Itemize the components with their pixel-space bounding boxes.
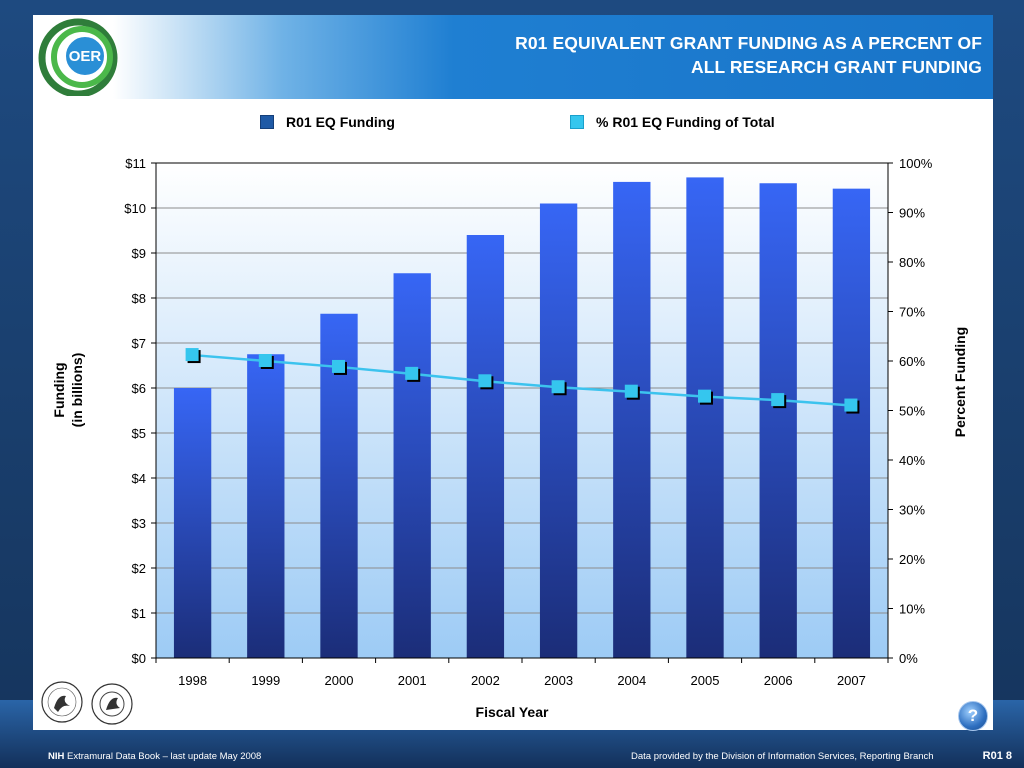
nih-seal-icon <box>91 683 133 725</box>
x-axis-label: Fiscal Year <box>475 704 549 720</box>
title-line-2: ALL RESEARCH GRANT FUNDING <box>690 57 982 77</box>
left-tick-label: $3 <box>132 516 146 531</box>
percent-line <box>192 353 852 407</box>
left-tick-label: $11 <box>125 156 146 171</box>
percent-marker <box>258 354 272 367</box>
footer-left: NIH Extramural Data Book – last update M… <box>48 751 261 762</box>
y-axis-left-label-line-2: (in billions) <box>69 352 85 428</box>
y-axis-right-label: Percent Funding <box>952 326 968 438</box>
bar-r01-funding <box>173 388 212 658</box>
x-tick-label: 2005 <box>691 673 720 688</box>
percent-marker <box>185 348 199 362</box>
left-tick-label: $6 <box>132 381 146 396</box>
hhs-nih-seals <box>41 681 133 725</box>
right-tick-label: 100% <box>899 156 933 171</box>
x-tick-label: 1998 <box>178 673 207 688</box>
chart-legend: R01 EQ Funding % R01 EQ Funding of Total <box>260 114 820 132</box>
page-title: R01 EQUIVALENT GRANT FUNDING AS A PERCEN… <box>422 31 982 79</box>
x-tick-label: 2000 <box>325 673 354 688</box>
x-tick-label: 2006 <box>764 673 793 688</box>
percent-marker <box>478 374 492 388</box>
bar-r01-funding <box>832 188 871 658</box>
y-axis-left-label-line-1: Funding <box>51 362 67 418</box>
hhs-seal-icon <box>41 681 83 723</box>
right-tick-label: 0% <box>899 651 918 666</box>
right-tick-label: 30% <box>899 503 925 518</box>
bar-r01-funding <box>539 203 578 658</box>
percent-marker <box>844 398 858 412</box>
x-tick-label: 2007 <box>837 673 866 688</box>
legend-item-line: % R01 EQ Funding of Total <box>570 114 775 130</box>
right-tick-label: 10% <box>899 602 925 617</box>
bar-r01-funding <box>393 273 431 658</box>
percent-marker <box>698 389 711 403</box>
x-tick-label: 1999 <box>251 673 280 688</box>
percent-marker <box>551 380 565 394</box>
right-tick-label: 60% <box>899 354 925 369</box>
left-tick-label: $9 <box>132 246 146 261</box>
x-tick-label: 2003 <box>544 673 573 688</box>
x-tick-label: 2001 <box>398 673 427 688</box>
right-tick-label: 50% <box>899 404 925 419</box>
right-tick-label: 70% <box>899 305 925 320</box>
left-tick-label: $8 <box>132 291 146 306</box>
percent-marker <box>624 384 638 398</box>
left-tick-label: $2 <box>132 561 146 576</box>
title-line-1: R01 EQUIVALENT GRANT FUNDING AS A PERCEN… <box>515 33 982 53</box>
logo-text: OER <box>69 48 102 65</box>
left-tick-label: $5 <box>132 426 146 441</box>
oer-logo-icon: OER <box>38 18 118 96</box>
legend-label-line: % R01 EQ Funding of Total <box>596 114 775 130</box>
bar-r01-funding <box>613 181 651 658</box>
right-tick-label: 20% <box>899 552 925 567</box>
x-tick-label: 2004 <box>617 673 646 688</box>
left-tick-label: $1 <box>132 606 146 621</box>
right-tick-label: 90% <box>899 206 925 221</box>
y-axis-left-label: Funding (in billions) <box>50 340 90 440</box>
legend-swatch-line <box>570 115 584 129</box>
x-tick-label: 2002 <box>471 673 500 688</box>
left-tick-label: $4 <box>132 471 146 486</box>
bar-r01-funding <box>686 177 724 658</box>
footer-source-text: Data provided by the Division of Informa… <box>631 751 934 762</box>
left-tick-label: $0 <box>132 651 146 666</box>
footer-left-text: Extramural Data Book – last update May 2… <box>67 751 262 762</box>
page-number: R01 8 <box>982 750 1012 762</box>
left-tick-label: $10 <box>124 201 146 216</box>
footer-nih-label: NIH <box>48 751 65 762</box>
bar-r01-funding <box>466 235 505 658</box>
title-band <box>33 15 993 99</box>
bar-r01-funding <box>247 354 285 658</box>
help-button[interactable]: ? <box>958 701 988 731</box>
right-tick-label: 80% <box>899 255 925 270</box>
left-tick-label: $7 <box>132 336 146 351</box>
right-tick-label: 40% <box>899 453 925 468</box>
legend-item-bars: R01 EQ Funding <box>260 114 395 130</box>
percent-marker <box>332 359 345 373</box>
legend-label-bars: R01 EQ Funding <box>286 114 395 130</box>
percent-marker <box>405 366 419 380</box>
bar-r01-funding <box>759 183 797 658</box>
legend-swatch-bars <box>260 115 274 129</box>
percent-marker <box>771 393 785 407</box>
